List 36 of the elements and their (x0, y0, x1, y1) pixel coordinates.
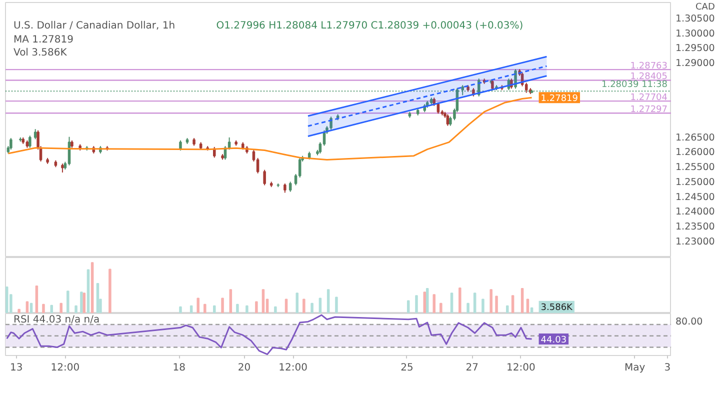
y-tick-label: 1.26000 (676, 147, 715, 158)
ref-line-label: 1.28039 11:38 (601, 80, 668, 90)
y-tick-label: 1.23500 (676, 221, 715, 232)
text: O1.27996 H1.28084 L1.27970 C1.28039 +0.00043 (+0.03%) (216, 20, 524, 32)
ref-line-label: 1.27704 (630, 93, 668, 104)
annotation: Vol 3.586K (14, 48, 68, 58)
x-tick-label: 12:00 (506, 362, 536, 374)
y-tick-label: 1.26500 (676, 132, 715, 144)
annotation: 3.586K (540, 302, 574, 313)
data-label: 1.27819 (540, 94, 578, 104)
annotation: RSI 44.03 n/a n/a (14, 314, 100, 326)
x-tick-label: 27 (466, 362, 478, 374)
text: U.S. Dollar / Canadian Dollar, 1h (14, 20, 176, 32)
x-tick-label: 12:00 (50, 362, 80, 374)
x-tick-label: 12:00 (278, 362, 308, 374)
ref-line-label: 1.28763 (630, 62, 668, 72)
y-tick-label: 1.25000 (676, 176, 715, 188)
y-tick-label: 1.29500 (676, 43, 715, 54)
ref-line-label: 1.27297 (630, 105, 668, 116)
y-tick-label: 1.25500 (676, 162, 715, 174)
x-tick-label: May (624, 362, 646, 374)
x-tick-label: 13 (10, 362, 23, 374)
annotation: MA 1.27819 (14, 34, 74, 46)
y-tick-label: 1.30500 (676, 13, 715, 24)
x-tick-label: 18 (172, 362, 186, 374)
y-tick-label: 1.29000 (676, 58, 715, 70)
y-tick-label: 1.24500 (676, 192, 715, 203)
annotation: 44.03 (540, 336, 567, 346)
y-tick-label: 1.30000 (676, 28, 715, 40)
x-tick-label: 3 (664, 362, 671, 374)
x-tick-label: 25 (400, 362, 414, 374)
y-tick-label: 1.24000 (676, 206, 715, 218)
x-tick-label: 20 (238, 362, 251, 374)
y-axis-title: CAD (696, 2, 715, 12)
y-tick-label: 1.23000 (676, 236, 715, 248)
text: 80.00 (676, 316, 703, 328)
